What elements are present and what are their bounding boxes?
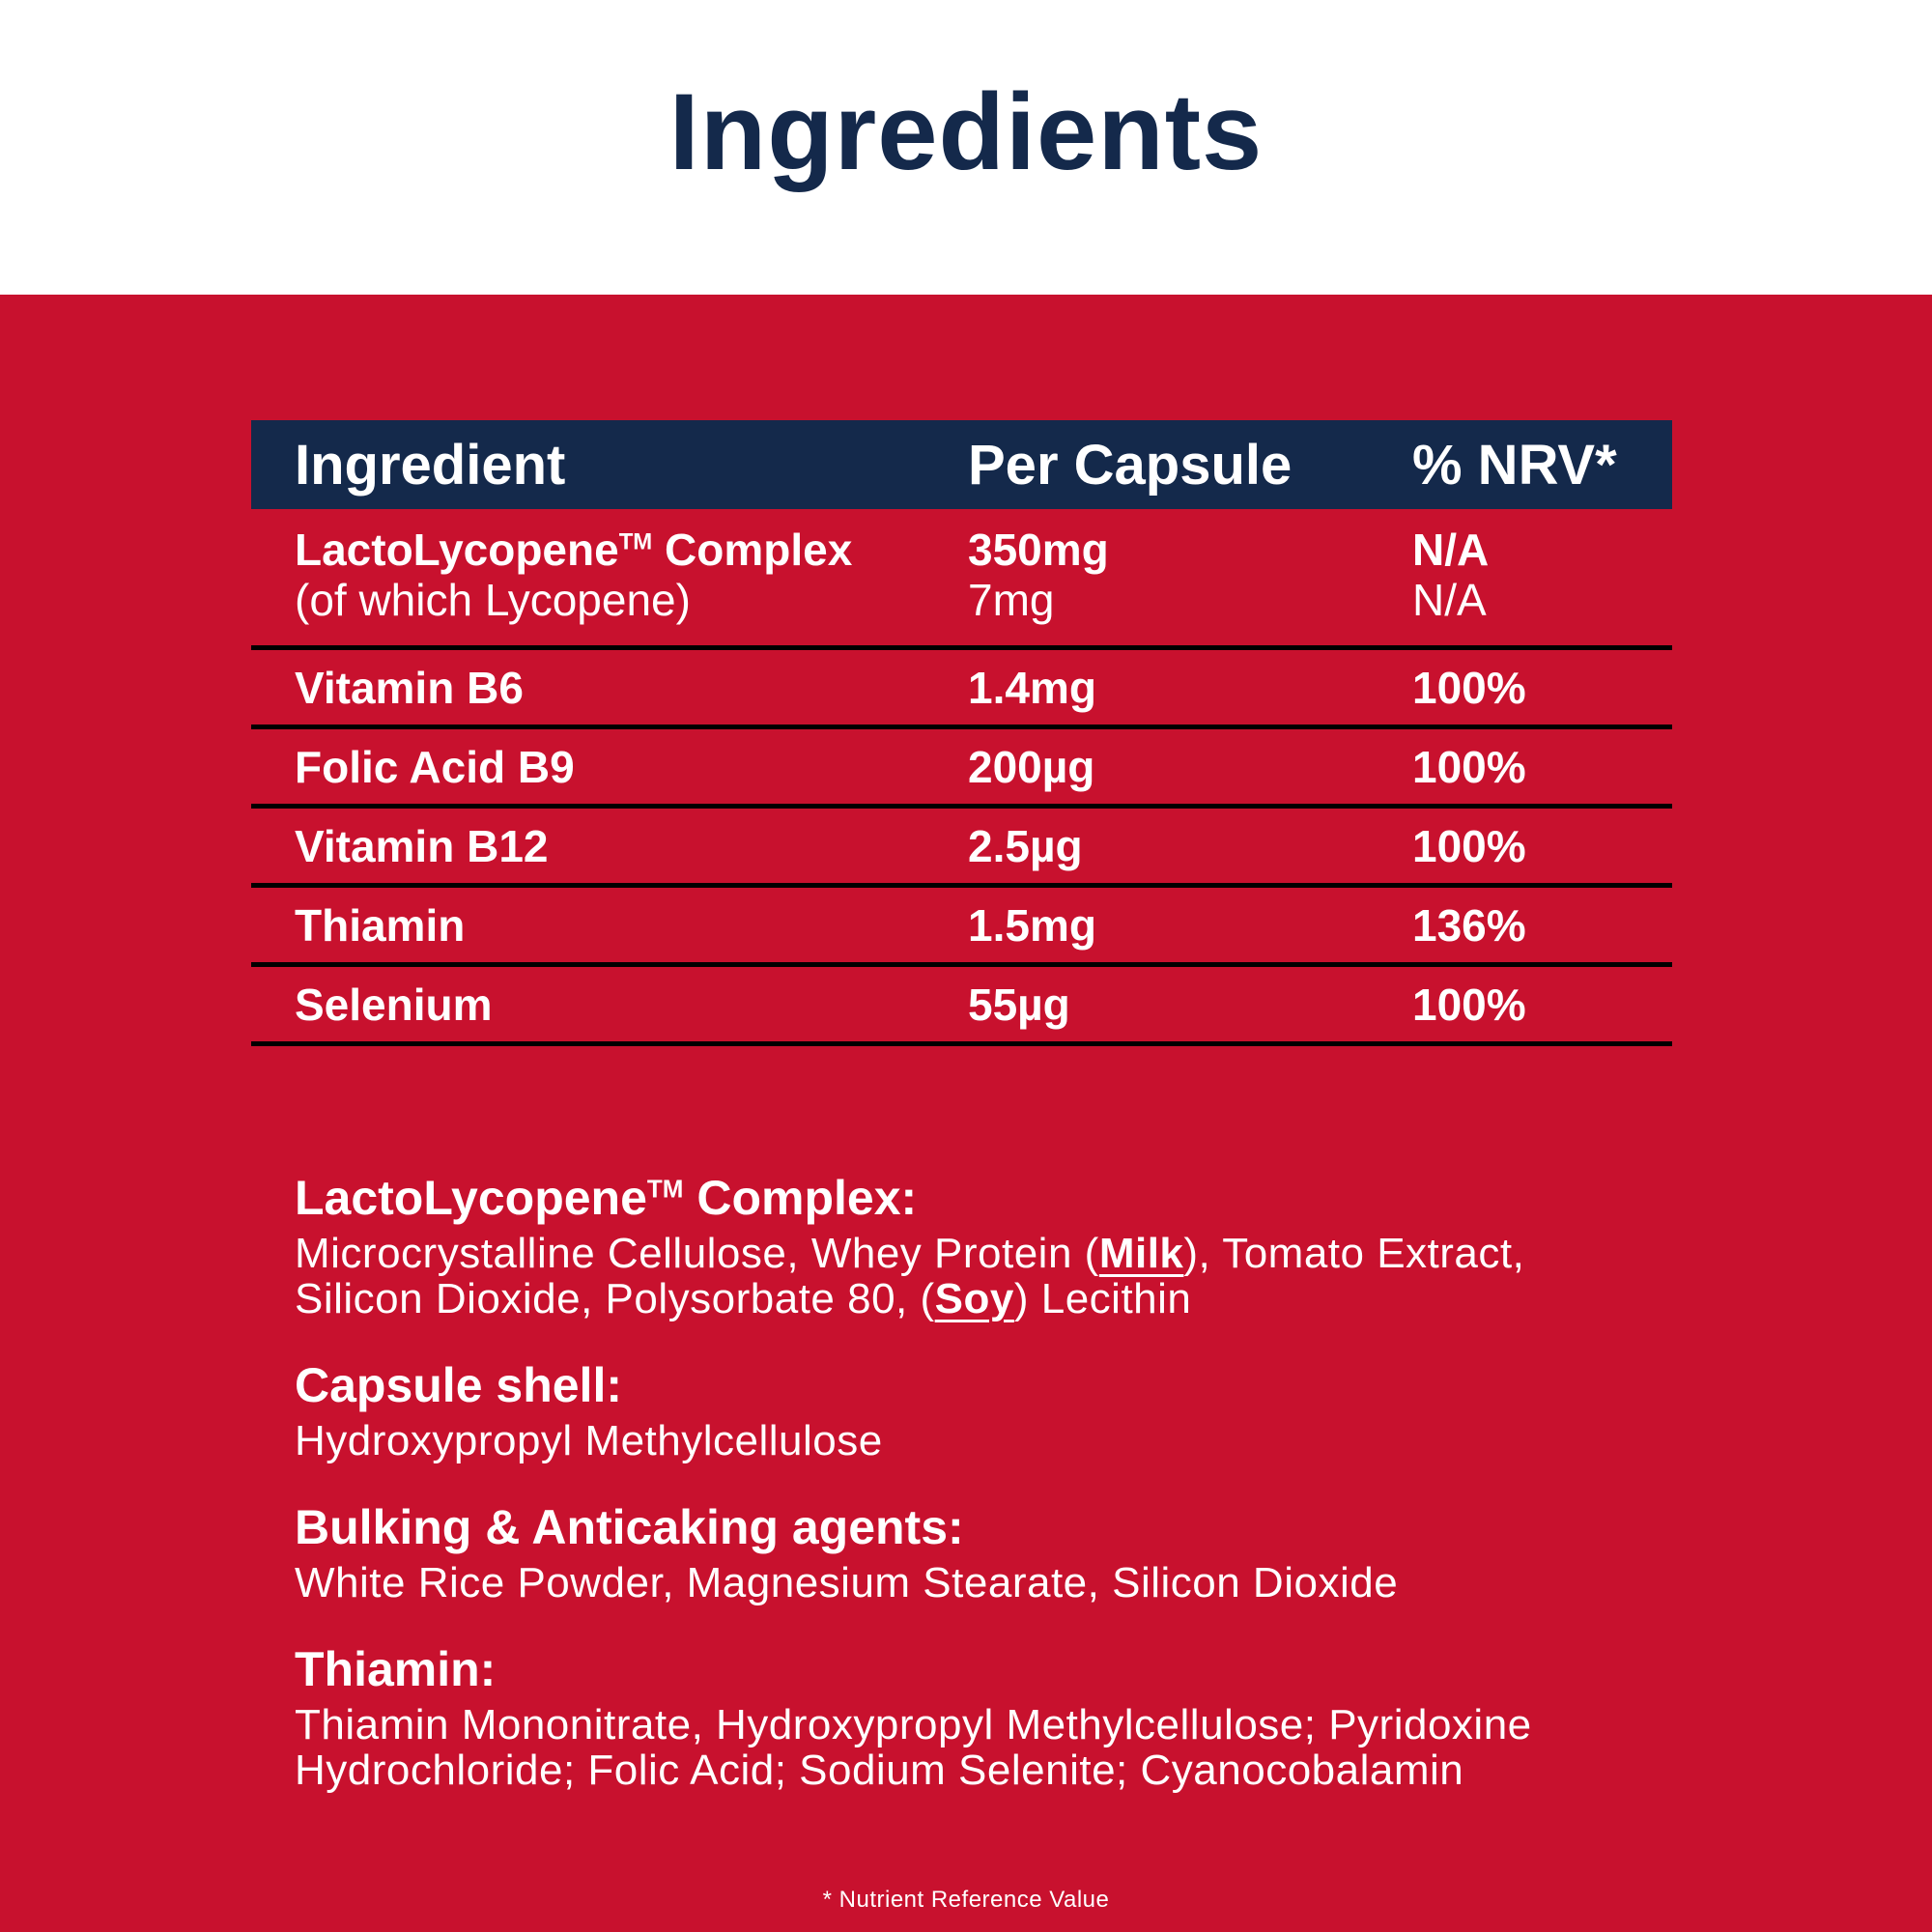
nrv-value: 100% — [1412, 979, 1526, 1030]
table-row-vitamin-b6: Vitamin B6 1.4mg 100% — [251, 650, 1672, 729]
column-header-nrv: % NRV* — [1412, 433, 1617, 497]
trademark-symbol: TM — [646, 1174, 684, 1204]
nrv-value: 100% — [1412, 741, 1526, 792]
table-row-folic-acid-b9: Folic Acid B9 200µg 100% — [251, 729, 1672, 809]
ingredient-name: LactoLycopeneTM Complex — [295, 525, 853, 575]
allergen-soy: Soy — [934, 1275, 1014, 1322]
section-heading: Capsule shell: — [295, 1358, 622, 1412]
ingredient-name: Folic Acid B9 — [295, 741, 575, 792]
nrv-footnote: * Nutrient Reference Value — [822, 1887, 1110, 1913]
ingredient-name: Vitamin B12 — [295, 820, 549, 871]
table-row-lactolycopene: LactoLycopeneTM Complex 350mg N/A (of wh… — [251, 509, 1672, 650]
section-bulking-anticaking: Bulking & Anticaking agents: White Rice … — [295, 1500, 1628, 1605]
red-background — [0, 295, 1932, 1932]
nrv-value: 136% — [1412, 899, 1526, 951]
table-header-row: Ingredient Per Capsule % NRV* — [251, 420, 1672, 509]
section-lactolycopene-complex: LactoLycopeneTM Complex: Microcrystallin… — [295, 1171, 1628, 1321]
section-body: Hydroxypropyl Methylcellulose — [295, 1417, 883, 1464]
per-capsule-value: 200µg — [968, 741, 1095, 792]
table-row-thiamin: Thiamin 1.5mg 136% — [251, 888, 1672, 967]
ingredient-detail-sections: LactoLycopeneTM Complex: Microcrystallin… — [295, 1171, 1628, 1830]
column-header-per-capsule: Per Capsule — [968, 433, 1293, 497]
nrv-value: 100% — [1412, 820, 1526, 871]
section-body: Microcrystalline Cellulose, Whey Protein… — [295, 1230, 1525, 1322]
section-heading: Thiamin: — [295, 1642, 497, 1696]
trademark-symbol: TM — [618, 528, 653, 555]
table-row-selenium: Selenium 55µg 100% — [251, 967, 1672, 1046]
page-title: Ingredients — [668, 71, 1264, 192]
table-row-lactolycopene-sub: (of which Lycopene) 7mg N/A — [251, 575, 1672, 625]
table-row-lactolycopene-main: LactoLycopeneTM Complex 350mg N/A — [251, 525, 1672, 575]
nrv-value: N/A — [1412, 525, 1490, 575]
section-thiamin: Thiamin: Thiamin Mononitrate, Hydroxypro… — [295, 1642, 1628, 1793]
section-body: White Rice Powder, Magnesium Stearate, S… — [295, 1559, 1399, 1606]
ingredient-name: Thiamin — [295, 899, 466, 951]
per-capsule-value: 1.5mg — [968, 899, 1096, 951]
ingredient-name: Selenium — [295, 979, 493, 1030]
section-heading: Bulking & Anticaking agents: — [295, 1500, 964, 1554]
section-heading: LactoLycopeneTM Complex: — [295, 1171, 918, 1225]
per-capsule-value: 350mg — [968, 525, 1109, 575]
section-capsule-shell: Capsule shell: Hydroxypropyl Methylcellu… — [295, 1358, 1628, 1463]
per-capsule-value: 55µg — [968, 979, 1070, 1030]
column-header-ingredient: Ingredient — [295, 433, 566, 497]
ingredients-table: Ingredient Per Capsule % NRV* LactoLycop… — [251, 420, 1672, 1046]
nrv-value: 100% — [1412, 662, 1526, 713]
allergen-milk: Milk — [1098, 1230, 1184, 1277]
section-body: Thiamin Mononitrate, Hydroxypropyl Methy… — [295, 1701, 1532, 1794]
table-row-vitamin-b12: Vitamin B12 2.5µg 100% — [251, 809, 1672, 888]
ingredient-name: (of which Lycopene) — [295, 575, 691, 625]
ingredient-name: Vitamin B6 — [295, 662, 524, 713]
per-capsule-value: 2.5µg — [968, 820, 1083, 871]
nrv-value: N/A — [1412, 575, 1487, 625]
per-capsule-value: 1.4mg — [968, 662, 1096, 713]
per-capsule-value: 7mg — [968, 575, 1055, 625]
